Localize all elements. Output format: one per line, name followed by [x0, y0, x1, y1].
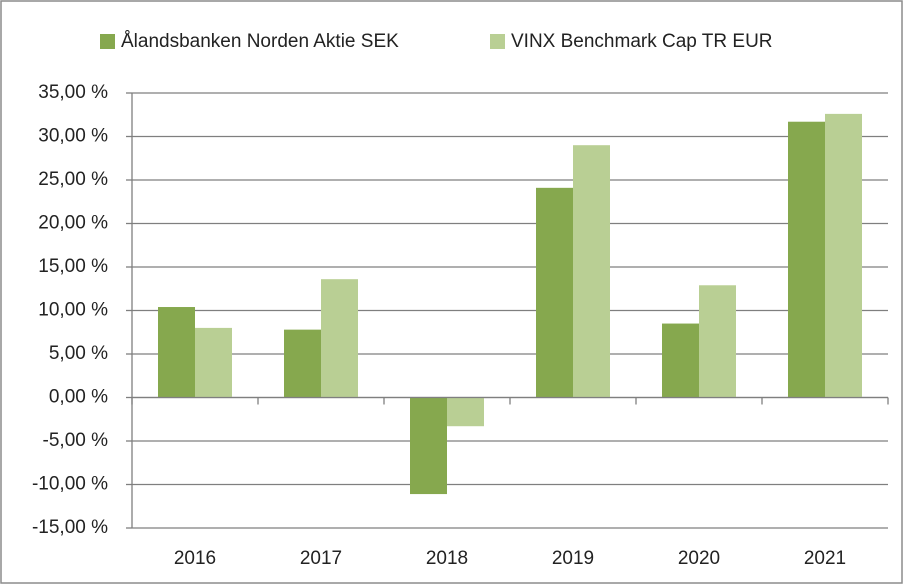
- bar: [825, 113, 862, 398]
- y-tick-label: -15,00 %: [32, 517, 108, 538]
- legend-label: Ålandsbanken Norden Aktie SEK: [121, 31, 399, 52]
- y-tick-label: 30,00 %: [38, 126, 108, 147]
- x-tick-label: 2019: [552, 548, 594, 569]
- bar: [788, 121, 825, 398]
- y-tick-label: 15,00 %: [38, 256, 108, 277]
- bar: [447, 397, 484, 427]
- x-tick-label: 2020: [678, 548, 720, 569]
- y-tick-label: 35,00 %: [38, 82, 108, 103]
- y-tick-label: 5,00 %: [49, 343, 108, 364]
- y-tick-label: -10,00 %: [32, 474, 108, 495]
- bar: [662, 323, 699, 398]
- x-tick-label: 2017: [300, 548, 342, 569]
- y-tick-label: 10,00 %: [38, 300, 108, 321]
- legend-swatch: [100, 34, 115, 49]
- y-tick-label: 25,00 %: [38, 169, 108, 190]
- y-tick-label: 0,00 %: [49, 387, 108, 408]
- legend-swatch: [490, 34, 505, 49]
- bar: [321, 279, 358, 398]
- y-tick-label: -5,00 %: [43, 430, 109, 451]
- x-tick-label: 2016: [174, 548, 216, 569]
- x-tick-label: 2021: [804, 548, 846, 569]
- x-tick-label: 2018: [426, 548, 468, 569]
- bar: [573, 145, 610, 398]
- legend-label: VINX Benchmark Cap TR EUR: [511, 31, 773, 52]
- bar: [410, 397, 447, 495]
- bar: [536, 187, 573, 398]
- y-tick-label: 20,00 %: [38, 213, 108, 234]
- bar: [284, 329, 321, 398]
- bar: [195, 327, 232, 398]
- bar: [699, 285, 736, 398]
- bar: [158, 307, 195, 398]
